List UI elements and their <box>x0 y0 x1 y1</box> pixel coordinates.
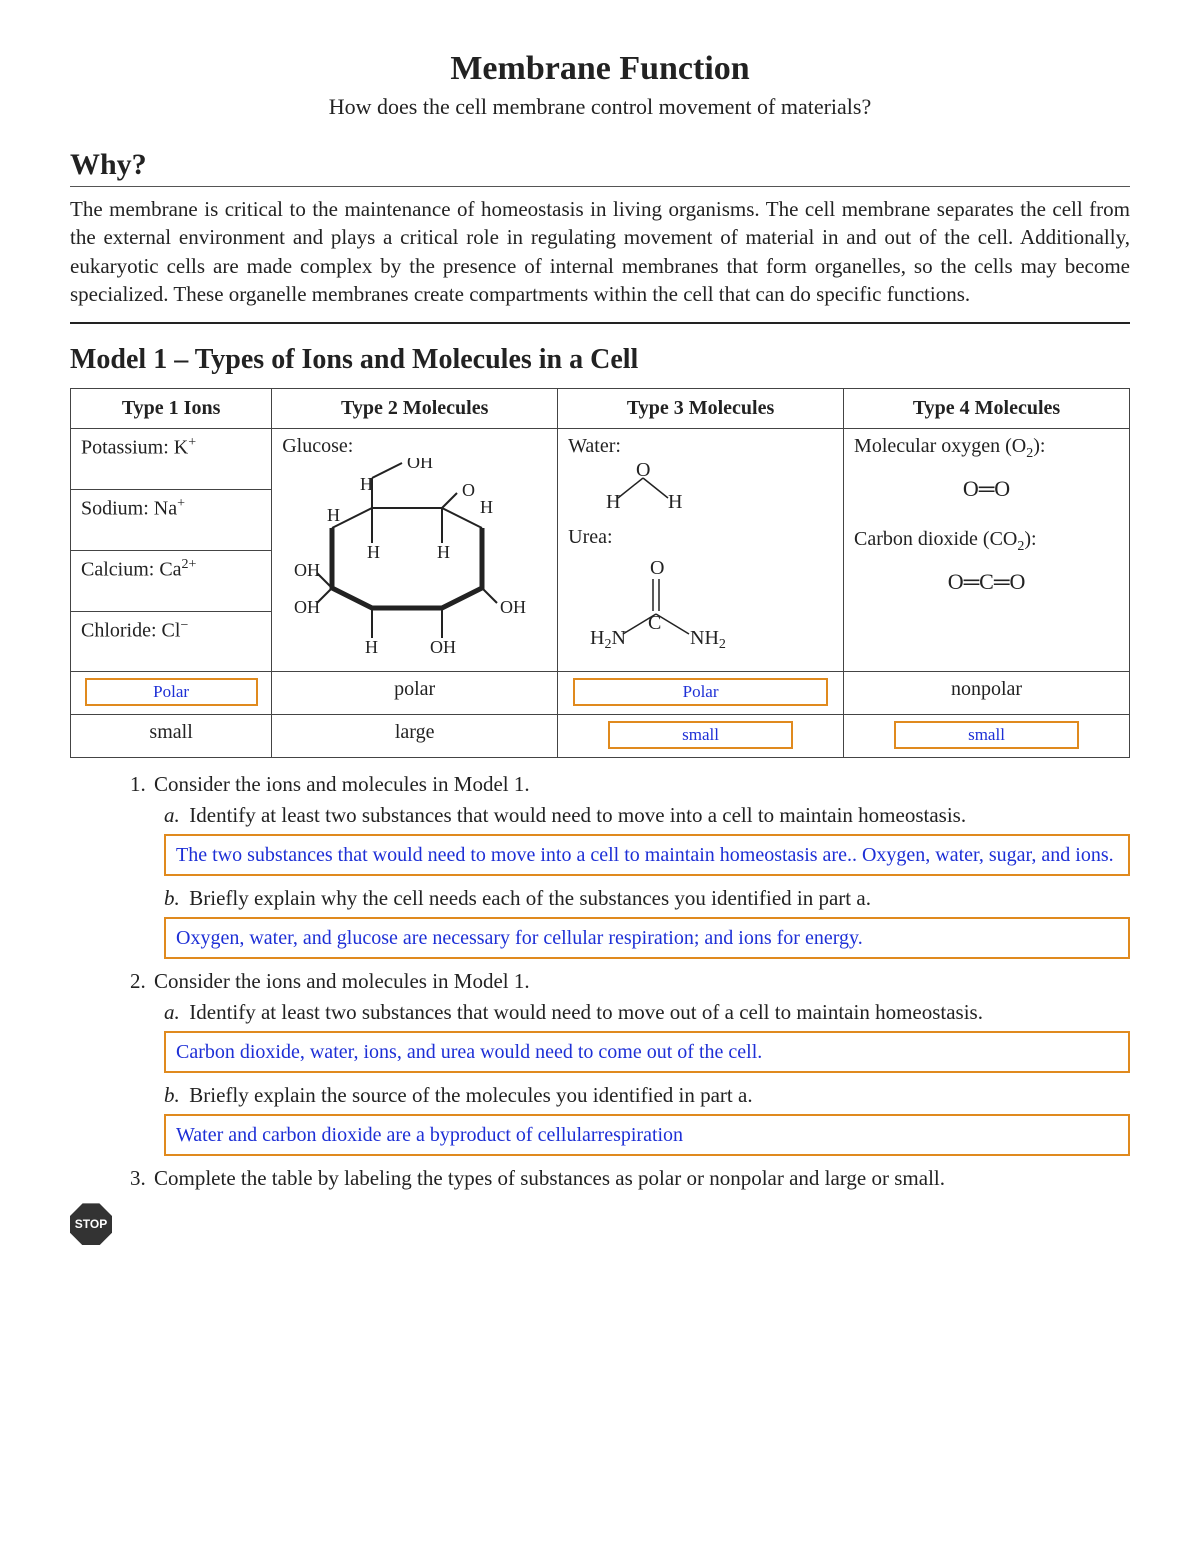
svg-text:H: H <box>367 542 380 562</box>
model1-table: Type 1 Ions Type 2 Molecules Type 3 Mole… <box>70 388 1130 758</box>
o2-formula: O═O <box>854 476 1119 502</box>
col-header: Type 2 Molecules <box>272 389 558 429</box>
question-1: 1.Consider the ions and molecules in Mod… <box>130 772 1130 959</box>
q1a: a. Identify at least two substances that… <box>164 803 1130 828</box>
q2b: b. Briefly explain the source of the mol… <box>164 1083 1130 1108</box>
svg-text:OH: OH <box>500 597 526 617</box>
svg-text:NH2: NH2 <box>690 627 726 649</box>
svg-text:H: H <box>365 637 378 657</box>
glucose-label: Glucose: <box>282 435 547 458</box>
page-subtitle: How does the cell membrane control movem… <box>70 94 1130 120</box>
q2a-answer: Carbon dioxide, water, ions, and urea wo… <box>164 1031 1130 1073</box>
ion-cell: Potassium: K+ <box>71 429 272 490</box>
ion-cell: Chloride: Cl− <box>71 611 272 672</box>
gases-cell: Molecular oxygen (O2): O═O Carbon dioxid… <box>844 429 1130 672</box>
divider <box>70 322 1130 324</box>
size-1: small <box>149 721 192 743</box>
polar-4: nonpolar <box>951 678 1022 700</box>
question-2: 2.Consider the ions and molecules in Mod… <box>130 969 1130 1156</box>
col-header: Type 1 Ions <box>71 389 272 429</box>
svg-text:H: H <box>606 491 620 513</box>
polar-row: Polar polar Polar nonpolar <box>71 672 1130 715</box>
svg-text:OH: OH <box>430 637 456 657</box>
glucose-cell: Glucose: OH H <box>272 429 558 672</box>
table-header-row: Type 1 Ions Type 2 Molecules Type 3 Mole… <box>71 389 1130 429</box>
question-list: 1.Consider the ions and molecules in Mod… <box>70 772 1130 1191</box>
why-heading: Why? <box>70 148 1130 182</box>
o2-label: Molecular oxygen (O2): <box>854 435 1119 462</box>
question-3: 3.Complete the table by labeling the typ… <box>130 1166 1130 1191</box>
stop-icon: STOP <box>70 1203 112 1245</box>
svg-text:H: H <box>327 505 340 525</box>
model1-heading: Model 1 – Types of Ions and Molecules in… <box>70 344 1130 376</box>
co2-label: Carbon dioxide (CO2): <box>854 528 1119 555</box>
water-label: Water: <box>568 435 833 458</box>
size-row: small large small small <box>71 715 1130 758</box>
ion-cell: Calcium: Ca2+ <box>71 550 272 611</box>
q2b-answer: Water and carbon dioxide are a byproduct… <box>164 1114 1130 1156</box>
annot-polar-3: Polar <box>573 678 827 706</box>
co2-formula: O═C═O <box>854 569 1119 595</box>
q1b-answer: Oxygen, water, and glucose are necessary… <box>164 917 1130 959</box>
svg-text:H2N: H2N <box>590 627 626 649</box>
svg-text:C: C <box>648 612 661 634</box>
urea-label: Urea: <box>568 526 833 549</box>
svg-text:H: H <box>668 491 682 513</box>
svg-text:OH: OH <box>294 560 320 580</box>
svg-text:OH: OH <box>407 458 433 472</box>
page-title: Membrane Function <box>70 50 1130 88</box>
urea-diagram: O C H2N NH2 <box>568 549 748 649</box>
col-header: Type 4 Molecules <box>844 389 1130 429</box>
svg-text:H: H <box>437 542 450 562</box>
svg-text:O: O <box>650 557 664 579</box>
svg-text:H: H <box>360 474 373 494</box>
annot-size-4: small <box>894 721 1079 749</box>
divider <box>70 186 1130 187</box>
svg-text:O: O <box>636 459 650 481</box>
q1b: b. Briefly explain why the cell needs ea… <box>164 886 1130 911</box>
ion-cell: Sodium: Na+ <box>71 490 272 551</box>
svg-text:H: H <box>480 497 493 517</box>
q2a: a. Identify at least two substances that… <box>164 1000 1130 1025</box>
water-urea-cell: Water: O H H Urea: <box>558 429 844 672</box>
annot-polar-1: Polar <box>85 678 258 706</box>
svg-text:O: O <box>462 480 475 500</box>
size-2: large <box>395 721 435 743</box>
water-diagram: O H H <box>568 458 718 518</box>
why-paragraph: The membrane is critical to the maintena… <box>70 195 1130 308</box>
svg-text:OH: OH <box>294 597 320 617</box>
col-header: Type 3 Molecules <box>558 389 844 429</box>
annot-size-3: small <box>608 721 793 749</box>
glucose-diagram: OH H O H H H H OH OH OH H OH <box>282 458 532 658</box>
polar-2: polar <box>394 678 435 700</box>
q1a-answer: The two substances that would need to mo… <box>164 834 1130 876</box>
